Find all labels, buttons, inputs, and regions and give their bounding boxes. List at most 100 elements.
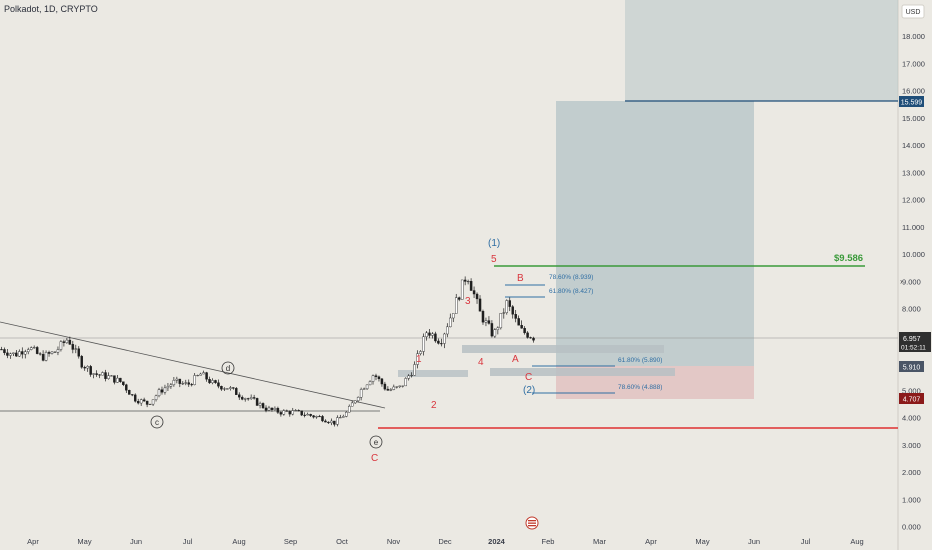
candle-body	[386, 388, 390, 391]
candle-body	[267, 407, 271, 411]
candle-body	[148, 403, 152, 405]
descending-trendline[interactable]	[0, 321, 386, 409]
candle-body	[505, 300, 509, 313]
candle-body	[401, 385, 404, 387]
economic-event-icon-stripe	[528, 525, 536, 527]
candle-body	[472, 290, 476, 295]
candle-body	[0, 349, 3, 351]
stop-badge	[899, 393, 924, 404]
economic-event-icon-stripe	[528, 520, 536, 522]
x-tick-label: Jul	[801, 537, 811, 546]
y-tick-label: 18.000	[902, 32, 925, 41]
candle-body	[264, 407, 268, 411]
candle-body	[32, 347, 36, 349]
candle-body	[26, 349, 30, 352]
candle-body	[208, 379, 211, 384]
candle-body	[288, 411, 292, 415]
candle-body	[306, 413, 309, 416]
candle-body	[324, 420, 327, 423]
candle-body	[273, 407, 277, 410]
candle-body	[416, 353, 419, 365]
candle-body	[113, 375, 116, 383]
candle-body	[238, 394, 241, 398]
candle-body	[12, 352, 15, 355]
entry-badge	[899, 361, 924, 372]
candle-body	[517, 318, 520, 326]
wave-label-e: e	[374, 438, 379, 447]
wave-circle-e	[369, 435, 383, 449]
y-tick-label: 14.000	[902, 141, 925, 150]
candle-body	[172, 380, 176, 386]
candle-body	[160, 389, 164, 393]
candle-body	[125, 384, 128, 391]
candle-body	[434, 333, 437, 342]
axis-marker-icon: ›	[900, 277, 903, 286]
candle-body	[321, 416, 324, 422]
wave-label-1: 1	[416, 354, 422, 365]
candle-body	[490, 323, 494, 337]
candle-body	[157, 389, 161, 397]
candle-body	[330, 420, 333, 424]
candle-body	[279, 412, 283, 415]
candle-body	[232, 387, 235, 389]
candle-body	[428, 332, 431, 336]
y-tick-label: 11.000	[902, 223, 924, 232]
candle-body	[184, 382, 188, 384]
candle-body	[243, 398, 247, 400]
candle-body	[475, 293, 479, 300]
candle-body	[511, 306, 514, 315]
range-box	[462, 345, 664, 353]
wave-circle-c	[150, 415, 164, 429]
candle-body	[359, 389, 363, 398]
candle-body	[309, 413, 312, 416]
stop-badge-text: 4.707	[903, 397, 921, 404]
x-tick-label: Apr	[27, 537, 39, 546]
candle-body	[122, 381, 125, 386]
candle-body	[154, 395, 158, 400]
candle-body	[95, 373, 98, 375]
candle-body	[469, 281, 473, 291]
x-tick-label: Aug	[850, 537, 863, 546]
profit-zone	[556, 101, 754, 366]
candle-body	[282, 410, 286, 415]
candle-body	[362, 388, 366, 390]
candle-body	[175, 378, 179, 381]
x-tick-label: 2024	[488, 537, 506, 546]
y-tick-label: 10.000	[902, 250, 925, 259]
candle-body	[413, 364, 416, 376]
candle-body	[119, 377, 122, 382]
candle-body	[347, 406, 351, 413]
x-tick-label: Jul	[183, 537, 193, 546]
candle-body	[83, 367, 86, 369]
candle-body	[276, 407, 280, 413]
x-tick-label: Dec	[438, 537, 452, 546]
wave-label-A: A	[512, 354, 519, 365]
candle-body	[110, 375, 113, 377]
chart-title: Polkadot, 1D, CRYPTO	[4, 4, 98, 14]
wave-label-5: 5	[491, 254, 497, 265]
candle-body	[38, 353, 42, 355]
target-badge	[899, 96, 924, 107]
currency-box[interactable]	[901, 4, 925, 19]
candle-body	[463, 279, 467, 282]
candle-body	[249, 397, 253, 399]
candle-body	[252, 397, 256, 399]
candle-body	[9, 353, 12, 356]
candle-body	[246, 398, 250, 400]
y-tick-label: 3.000	[902, 441, 921, 450]
candle-body	[457, 297, 461, 300]
candle-body	[190, 384, 193, 386]
x-tick-label: May	[695, 537, 709, 546]
target-price-label: $9.586	[834, 253, 863, 264]
candle-series	[0, 276, 535, 427]
candle-body	[89, 366, 92, 375]
candle-body	[193, 375, 196, 385]
candle-body	[270, 407, 274, 410]
candle-body	[422, 336, 425, 352]
candle-body	[166, 386, 170, 389]
candle-body	[514, 314, 517, 319]
x-tick-label: Oct	[336, 537, 349, 546]
candle-body	[345, 411, 348, 417]
candle-body	[181, 383, 185, 385]
